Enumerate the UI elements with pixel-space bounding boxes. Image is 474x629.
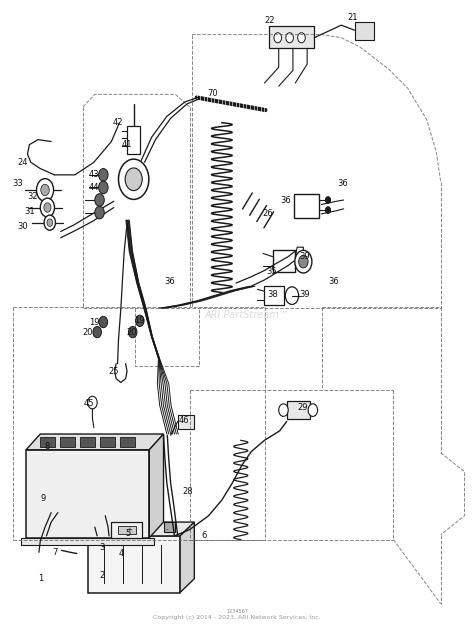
Text: Copyright (c) 2014 - 2023, ARI Network Services, Inc.: Copyright (c) 2014 - 2023, ARI Network S… <box>153 615 321 620</box>
FancyBboxPatch shape <box>120 437 135 447</box>
Text: 44: 44 <box>89 183 99 192</box>
Text: 36: 36 <box>329 277 339 286</box>
Text: 30: 30 <box>18 222 28 231</box>
Text: 33: 33 <box>13 179 23 188</box>
Circle shape <box>95 194 104 206</box>
FancyBboxPatch shape <box>21 538 154 545</box>
Polygon shape <box>88 522 194 536</box>
Circle shape <box>308 404 318 416</box>
Text: 8: 8 <box>45 442 50 451</box>
Text: 32: 32 <box>27 192 37 201</box>
Text: 7: 7 <box>52 548 57 557</box>
Text: 31: 31 <box>24 207 35 216</box>
Circle shape <box>99 316 108 328</box>
Text: 38: 38 <box>267 290 278 299</box>
Text: 42: 42 <box>112 118 123 127</box>
Text: 36: 36 <box>337 179 347 188</box>
Circle shape <box>286 33 293 43</box>
Polygon shape <box>149 434 164 538</box>
Text: 20: 20 <box>127 328 137 337</box>
Circle shape <box>44 215 55 230</box>
Circle shape <box>118 159 149 199</box>
Text: 19: 19 <box>135 316 145 325</box>
Text: 35: 35 <box>266 267 276 276</box>
FancyBboxPatch shape <box>118 526 136 534</box>
Circle shape <box>44 203 51 213</box>
Text: 36: 36 <box>280 196 291 204</box>
Text: 24: 24 <box>18 158 28 167</box>
Circle shape <box>295 250 312 273</box>
Polygon shape <box>180 522 194 593</box>
Text: 6: 6 <box>201 532 207 540</box>
Circle shape <box>99 181 108 194</box>
Text: 25: 25 <box>109 367 119 376</box>
Text: 34: 34 <box>128 175 138 184</box>
FancyBboxPatch shape <box>40 437 55 447</box>
FancyBboxPatch shape <box>294 194 319 218</box>
FancyBboxPatch shape <box>164 522 175 532</box>
Circle shape <box>285 287 299 304</box>
FancyBboxPatch shape <box>264 286 284 305</box>
Text: 28: 28 <box>182 487 192 496</box>
Text: 1: 1 <box>37 574 43 583</box>
Circle shape <box>274 33 282 43</box>
FancyBboxPatch shape <box>80 437 95 447</box>
FancyBboxPatch shape <box>130 522 142 532</box>
Text: 1234567: 1234567 <box>226 609 248 614</box>
Text: 45: 45 <box>84 399 94 408</box>
Text: 39: 39 <box>299 252 310 261</box>
FancyBboxPatch shape <box>355 22 374 40</box>
Circle shape <box>298 33 305 43</box>
Text: 5: 5 <box>125 529 131 538</box>
Text: 26: 26 <box>263 209 273 218</box>
Text: 29: 29 <box>297 403 308 412</box>
Text: 46: 46 <box>179 416 189 425</box>
Circle shape <box>326 207 330 213</box>
FancyBboxPatch shape <box>127 126 140 154</box>
Circle shape <box>40 198 55 217</box>
Circle shape <box>41 184 49 196</box>
Text: 3: 3 <box>99 543 105 552</box>
FancyBboxPatch shape <box>111 522 142 538</box>
FancyBboxPatch shape <box>287 401 310 419</box>
Text: 4: 4 <box>118 549 124 558</box>
Text: 21: 21 <box>348 13 358 22</box>
Circle shape <box>99 169 108 181</box>
FancyBboxPatch shape <box>273 250 295 272</box>
Text: 19: 19 <box>89 318 99 326</box>
FancyBboxPatch shape <box>269 26 314 48</box>
Circle shape <box>299 255 308 268</box>
Text: -: - <box>165 526 168 533</box>
Circle shape <box>88 396 97 409</box>
Circle shape <box>279 404 288 416</box>
Text: 9: 9 <box>40 494 46 503</box>
Text: 20: 20 <box>82 328 93 337</box>
Circle shape <box>326 197 330 203</box>
Text: 41: 41 <box>122 140 132 149</box>
FancyBboxPatch shape <box>88 536 180 593</box>
Text: 39: 39 <box>299 290 310 299</box>
FancyBboxPatch shape <box>60 437 75 447</box>
Text: 36: 36 <box>164 277 175 286</box>
FancyBboxPatch shape <box>178 415 194 429</box>
Circle shape <box>36 179 54 201</box>
Text: 22: 22 <box>264 16 274 25</box>
Text: ARI PartStream™: ARI PartStream™ <box>204 309 289 320</box>
Text: 43: 43 <box>89 170 99 179</box>
Text: 70: 70 <box>207 89 218 97</box>
Circle shape <box>95 206 104 219</box>
Circle shape <box>125 168 142 191</box>
Circle shape <box>128 326 137 338</box>
Polygon shape <box>26 434 164 450</box>
Text: +: + <box>127 526 133 533</box>
Circle shape <box>136 315 144 326</box>
Text: 2: 2 <box>99 571 105 580</box>
FancyBboxPatch shape <box>100 437 115 447</box>
FancyBboxPatch shape <box>26 450 149 538</box>
Circle shape <box>93 326 101 338</box>
Circle shape <box>47 219 53 226</box>
